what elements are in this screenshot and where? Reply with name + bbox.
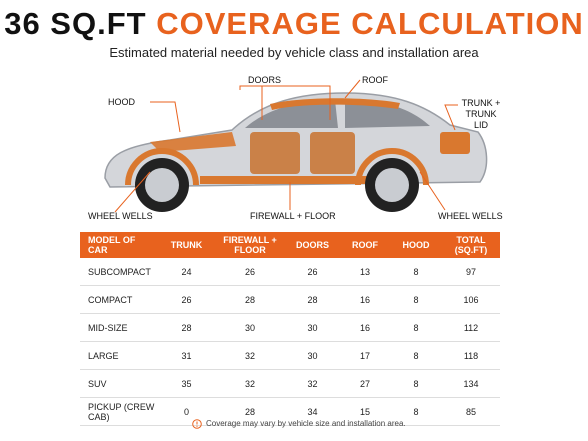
table-cell: COMPACT (80, 285, 158, 314)
table-cell: 26 (215, 258, 285, 286)
table-cell: 8 (390, 397, 442, 426)
subtitle: Estimated material needed by vehicle cla… (109, 45, 479, 60)
leader-lines (114, 79, 458, 213)
table-cell: 28 (285, 285, 340, 314)
roof-label: ROOF (362, 75, 388, 85)
door-insulation (250, 132, 300, 174)
table-cell: 85 (442, 397, 500, 426)
table-row: PICKUP (CREW CAB) 0 28 34 15 8 85 (80, 397, 500, 426)
title-text: COVERAGE CALCULATION (156, 6, 584, 41)
wheel-wells-label: WHEEL WELLS (438, 211, 503, 221)
table-cell: PICKUP (CREW CAB) (80, 397, 158, 426)
table-row: LARGE 31 32 30 17 8 118 (80, 341, 500, 370)
info-icon (192, 419, 202, 429)
table-cell: 26 (285, 258, 340, 286)
column-header: FIREWALL + FLOOR (215, 232, 285, 258)
table-cell: 31 (158, 341, 215, 370)
table-row: COMPACT 26 28 28 16 8 106 (80, 285, 500, 314)
hood-insulation (150, 132, 236, 152)
table-cell: 8 (390, 313, 442, 342)
floor-insulation (200, 176, 370, 184)
door-insulation (310, 132, 355, 174)
table-cell: 16 (340, 285, 390, 314)
table-cell: 15 (340, 397, 390, 426)
table-cell: SUBCOMPACT (80, 258, 158, 286)
table-cell: 118 (442, 341, 500, 370)
doors-label: DOORS (248, 75, 282, 85)
table-cell: SUV (80, 369, 158, 398)
table-cell: 0 (158, 397, 215, 426)
column-header: HOOD (390, 232, 442, 258)
hood-label: HOOD (108, 97, 135, 107)
roof-insulation (270, 98, 400, 110)
table-cell: LARGE (80, 341, 158, 370)
title-number: 36 SQ.FT (4, 6, 147, 41)
rim (375, 168, 409, 202)
title: 36 SQ.FT COVERAGE CALCULATION (0, 6, 588, 42)
table-row: MID-SIZE 28 30 30 16 8 112 (80, 313, 500, 342)
firewall-label: FIREWALL + FLOOR (250, 211, 336, 221)
table-cell: 32 (285, 369, 340, 398)
table-cell: 112 (442, 313, 500, 342)
car-illustration (104, 79, 488, 213)
table-cell: MID-SIZE (80, 313, 158, 342)
table-cell: 30 (285, 341, 340, 370)
table-body: SUBCOMPACT 24 26 26 13 8 97 COMPACT 26 28 28 16 8 106… (80, 258, 500, 426)
table-cell: 13 (340, 258, 390, 286)
footnote: Coverage may vary by vehicle size and in… (206, 419, 406, 428)
table-cell: 17 (340, 341, 390, 370)
table-cell: 34 (285, 397, 340, 426)
table-cell: 30 (285, 313, 340, 342)
table-cell: 106 (442, 285, 500, 314)
table-cell: 28 (158, 313, 215, 342)
wheel-well (355, 148, 429, 186)
trunk-insulation (440, 132, 470, 154)
trunk-label: TRUNK + TRUNK LID (461, 98, 501, 130)
column-header: MODEL OF CAR (80, 232, 158, 258)
table-cell: 28 (215, 397, 285, 426)
table-cell: 32 (215, 369, 285, 398)
table-cell: 35 (158, 369, 215, 398)
table-cell: 26 (158, 285, 215, 314)
table-cell: 27 (340, 369, 390, 398)
table-row: SUV 35 32 32 27 8 134 (80, 369, 500, 398)
column-header: TOTAL (SQ.FT) (442, 232, 500, 258)
table-cell: 32 (215, 341, 285, 370)
table-cell: 97 (442, 258, 500, 286)
rim (145, 168, 179, 202)
table-cell: 8 (390, 258, 442, 286)
table-cell: 24 (158, 258, 215, 286)
table-cell: 8 (390, 285, 442, 314)
coverage-table: MODEL OF CAR TRUNK FIREWALL + FLOOR DOORS RO… (80, 232, 500, 426)
column-header: DOORS (285, 232, 340, 258)
table-cell: 30 (215, 313, 285, 342)
header-row: MODEL OF CAR TRUNK FIREWALL + FLOOR DOORS RO… (80, 232, 500, 258)
table-cell: 8 (390, 341, 442, 370)
column-header: ROOF (340, 232, 390, 258)
table-cell: 134 (442, 369, 500, 398)
table-row: SUBCOMPACT 24 26 26 13 8 97 (80, 258, 500, 286)
wheel-well (125, 148, 199, 186)
table-cell: 28 (215, 285, 285, 314)
table-cell: 8 (390, 369, 442, 398)
table-cell: 16 (340, 313, 390, 342)
column-header: TRUNK (158, 232, 215, 258)
wheel-wells-label: WHEEL WELLS (88, 211, 153, 221)
